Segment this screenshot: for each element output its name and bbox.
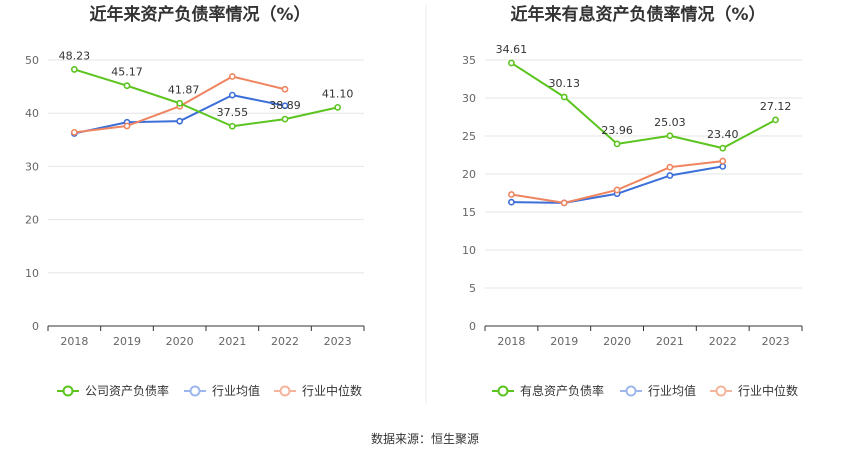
y-tick-label: 0: [469, 320, 476, 333]
data-point: [334, 103, 342, 111]
data-label: 45.17: [111, 66, 143, 79]
y-tick-label: 0: [32, 320, 39, 333]
data-point: [123, 82, 131, 90]
legend-swatch-marker: [497, 385, 509, 397]
data-source: 数据来源：恒生聚源: [371, 431, 479, 446]
data-point: [508, 198, 515, 206]
data-label: 30.13: [549, 77, 581, 90]
data-label: 38.89: [269, 99, 301, 112]
y-tick-label: 25: [462, 130, 476, 143]
data-label: 23.96: [601, 124, 633, 137]
data-point: [560, 93, 568, 101]
legend-swatch-marker: [625, 385, 637, 397]
data-label: 41.10: [322, 87, 354, 100]
x-tick-label: 2020: [166, 335, 194, 348]
data-point: [560, 199, 568, 207]
data-point: [176, 99, 184, 107]
legend-swatch-marker: [715, 385, 727, 397]
x-tick-label: 2019: [113, 335, 141, 348]
x-tick-label: 2018: [497, 335, 525, 348]
data-point: [719, 157, 727, 165]
data-point: [70, 128, 78, 136]
data-point: [719, 144, 727, 152]
y-tick-label: 15: [462, 206, 476, 219]
x-tick-label: 2022: [709, 335, 737, 348]
data-point: [613, 140, 621, 148]
chart-title: 近年来有息资产负债率情况（%）: [510, 4, 765, 25]
data-point: [123, 122, 131, 130]
y-tick-label: 40: [25, 107, 39, 120]
chart-interest-bearing-debt-ratio: 近年来有息资产负债率情况（%） 0 5 10 15 20 25 30 35 2018 2019 202…: [462, 4, 803, 398]
legend-label: 公司资产负债率: [85, 383, 169, 398]
data-point: [281, 85, 289, 93]
x-tick-label: 2021: [218, 335, 246, 348]
data-point: [508, 191, 515, 198]
y-tick-label: 20: [25, 214, 39, 227]
data-point: [772, 116, 779, 124]
data-label: 48.23: [59, 49, 91, 62]
y-tick-label: 20: [462, 168, 476, 181]
legend-swatch-marker: [189, 385, 201, 397]
data-point: [70, 66, 78, 73]
data-point: [281, 115, 289, 123]
x-tick-label: 2022: [271, 335, 299, 348]
y-tick-label: 35: [462, 54, 476, 67]
data-point: [719, 162, 727, 170]
y-tick-label: 5: [469, 282, 476, 295]
data-point: [666, 172, 674, 179]
y-tick-label: 30: [462, 92, 476, 105]
data-label: 34.61: [496, 43, 528, 56]
data-point: [228, 91, 236, 99]
chart-title: 近年来资产负债率情况（%）: [89, 4, 310, 25]
y-tick-label: 50: [25, 54, 39, 67]
legend-label: 行业中位数: [738, 383, 798, 398]
x-tick-label: 2021: [656, 335, 684, 348]
legend-label: 行业中位数: [302, 383, 362, 398]
data-point: [228, 122, 236, 130]
series-line-1: [511, 165, 723, 204]
x-tick-label: 2023: [762, 335, 790, 348]
data-point: [228, 73, 236, 80]
series-line-0: [510, 62, 777, 150]
x-tick-label: 2019: [550, 335, 578, 348]
data-label: 27.12: [760, 100, 792, 113]
data-label: 41.87: [168, 83, 200, 96]
x-tick-label: 2020: [603, 335, 631, 348]
legend-label: 有息资产负债率: [520, 383, 604, 398]
x-tick-label: 2023: [324, 335, 352, 348]
data-point: [666, 163, 674, 171]
series-line-0: [74, 68, 338, 128]
data-point: [666, 132, 674, 140]
data-label: 37.55: [217, 106, 249, 119]
y-tick-label: 30: [25, 160, 39, 173]
data-point: [176, 117, 184, 125]
data-point: [613, 186, 621, 194]
chart-debt-ratio: 近年来资产负债率情况（%） 0 10 20 30 40 50 2018 2019 2020 2021…: [25, 4, 365, 398]
data-point: [281, 102, 289, 110]
y-tick-label: 10: [25, 267, 39, 280]
legend-label: 行业均值: [212, 383, 260, 398]
data-point: [508, 59, 515, 67]
y-tick-label: 10: [462, 244, 476, 257]
legend-swatch-marker: [279, 385, 291, 397]
data-label: 23.40: [707, 128, 739, 141]
data-label: 25.03: [654, 116, 686, 129]
x-tick-label: 2018: [60, 335, 88, 348]
legend-swatch-marker: [62, 385, 74, 397]
legend-label: 行业均值: [648, 383, 696, 398]
